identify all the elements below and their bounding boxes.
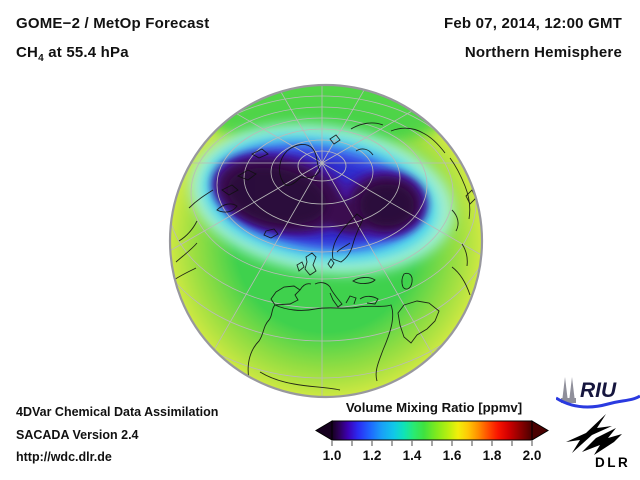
coast-scandinavia: [332, 213, 364, 263]
coast-novaya-zemlya: [355, 148, 374, 156]
coast-greece-turkey: [345, 295, 379, 305]
riu-logo: RIU: [556, 377, 640, 409]
plot-datetime: Feb 07, 2014, 12:00 GMT Northern Hemisph…: [444, 9, 622, 67]
coast-siberia: [350, 122, 471, 220]
coast-iceland: [263, 228, 279, 239]
attribution-line-2: SACADA Version 2.4: [16, 427, 139, 442]
svg-text:1.8: 1.8: [483, 448, 502, 463]
attribution-line-3: http://wdc.dlr.de: [16, 450, 112, 464]
colorbar-left-arrow: [315, 420, 333, 441]
coast-arabia: [397, 300, 440, 344]
coast-hudson-bay: [216, 203, 238, 213]
coast-ireland: [296, 261, 305, 272]
riu-logo-text: RIU: [580, 379, 617, 402]
colorbar-right-arrow: [531, 420, 549, 441]
coast-black-sea: [352, 277, 376, 284]
coastlines: [170, 122, 477, 391]
dlr-emblem-icon: [566, 414, 622, 455]
svg-text:1.2: 1.2: [363, 448, 382, 463]
coast-denmark: [327, 258, 335, 269]
riu-cathedral-icon: [561, 377, 576, 403]
attribution-line-1: 4DVar Chemical Data Assimilation: [16, 405, 219, 419]
coast-britain: [304, 252, 317, 276]
colorbar-labels: 1.0 1.2 1.4 1.6 1.8 2.0: [323, 448, 542, 463]
coast-africa-nw: [247, 304, 276, 381]
coast-canada-arctic-islands: [221, 148, 269, 196]
coast-gulf-guinea: [259, 371, 341, 391]
coast-caspian-sea: [401, 272, 413, 290]
svg-text:2.0: 2.0: [523, 448, 542, 463]
coast-mediterranean-africa: [274, 304, 394, 382]
svg-text:1.0: 1.0: [323, 448, 342, 463]
hemisphere-line: Northern Hemisphere: [464, 44, 622, 61]
svg-text:1.4: 1.4: [403, 448, 422, 463]
globe-rim: [168, 83, 484, 399]
title-line-2: CH4 at 55.4 hPa: [16, 44, 129, 64]
colorbar: Volume Mixing Ratio [ppmv] 1.0 1.2 1.4 1.6 1…: [315, 400, 549, 463]
coast-baltic: [336, 242, 351, 253]
plot-title: GOME−2 / MetOp Forecast CH4 at 55.4 hPa: [16, 9, 209, 73]
datetime-line: Feb 07, 2014, 12:00 GMT: [443, 15, 622, 32]
dlr-logo: DLR: [566, 414, 630, 470]
riu-swoosh-icon: [556, 394, 640, 409]
coast-france-italy: [299, 282, 343, 308]
dlr-logo-text: DLR: [595, 455, 630, 470]
attribution: 4DVar Chemical Data Assimilation SACADA …: [16, 401, 218, 469]
coast-east-asia: [451, 243, 471, 296]
colorbar-gradient-bar: [331, 420, 533, 441]
coast-north-america: [170, 189, 214, 283]
title-line-1: GOME−2 / MetOp Forecast: [16, 15, 210, 32]
colorbar-title: Volume Mixing Ratio [ppmv]: [346, 400, 522, 415]
colorbar-ticks: [331, 440, 533, 446]
coast-svalbard: [329, 134, 341, 145]
coast-greenland: [279, 144, 321, 186]
coast-iberia: [270, 285, 301, 306]
svg-text:1.6: 1.6: [443, 448, 462, 463]
